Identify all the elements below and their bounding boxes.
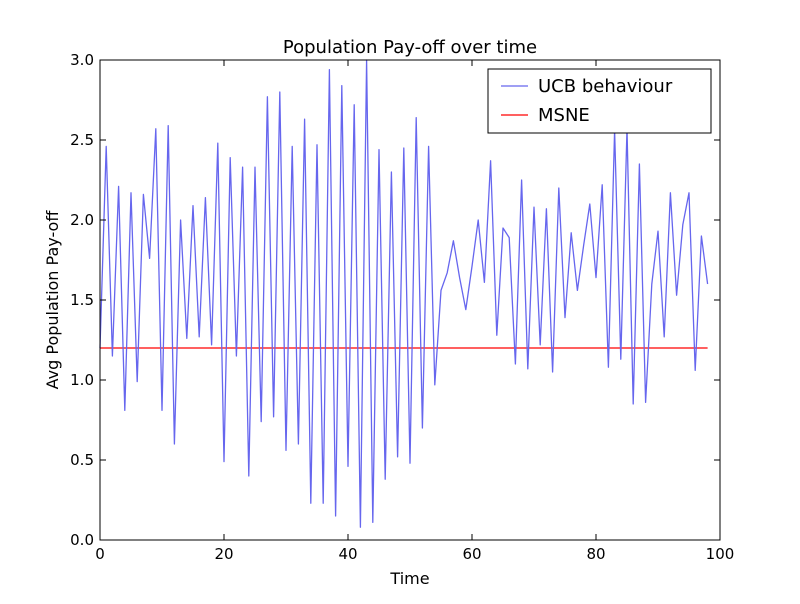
x-axis-label: Time [389, 569, 429, 588]
x-tick-label: 0 [95, 545, 105, 563]
legend-box [487, 68, 712, 134]
y-tick-label: 0.0 [70, 531, 94, 549]
y-tick-label: 1.0 [70, 371, 94, 389]
legend: UCB behaviour MSNE [487, 68, 712, 134]
x-tick-label: 40 [338, 545, 357, 563]
y-tick-label: 2.5 [70, 131, 94, 149]
x-tick-label: 100 [706, 545, 735, 563]
chart-title: Population Pay-off over time [283, 37, 537, 58]
y-tick-label: 1.5 [70, 291, 94, 309]
y-axis-label: Avg Population Pay-off [43, 210, 62, 390]
y-tick-label: 3.0 [70, 51, 94, 69]
legend-label: UCB behaviour [538, 76, 673, 97]
plot-area: 0 20 40 60 80 100 0.0 0.5 1.0 1.5 2.0 2.5 3.0 [70, 51, 734, 563]
series-line-ucb-behaviour [99, 59, 709, 528]
y-tick-label: 2.0 [70, 211, 94, 229]
x-tick-label: 20 [214, 545, 233, 563]
x-tick-label: 60 [462, 545, 481, 563]
legend-label: MSNE [538, 105, 590, 126]
y-tick-label: 0.5 [70, 451, 94, 469]
x-tick-label: 80 [586, 545, 605, 563]
